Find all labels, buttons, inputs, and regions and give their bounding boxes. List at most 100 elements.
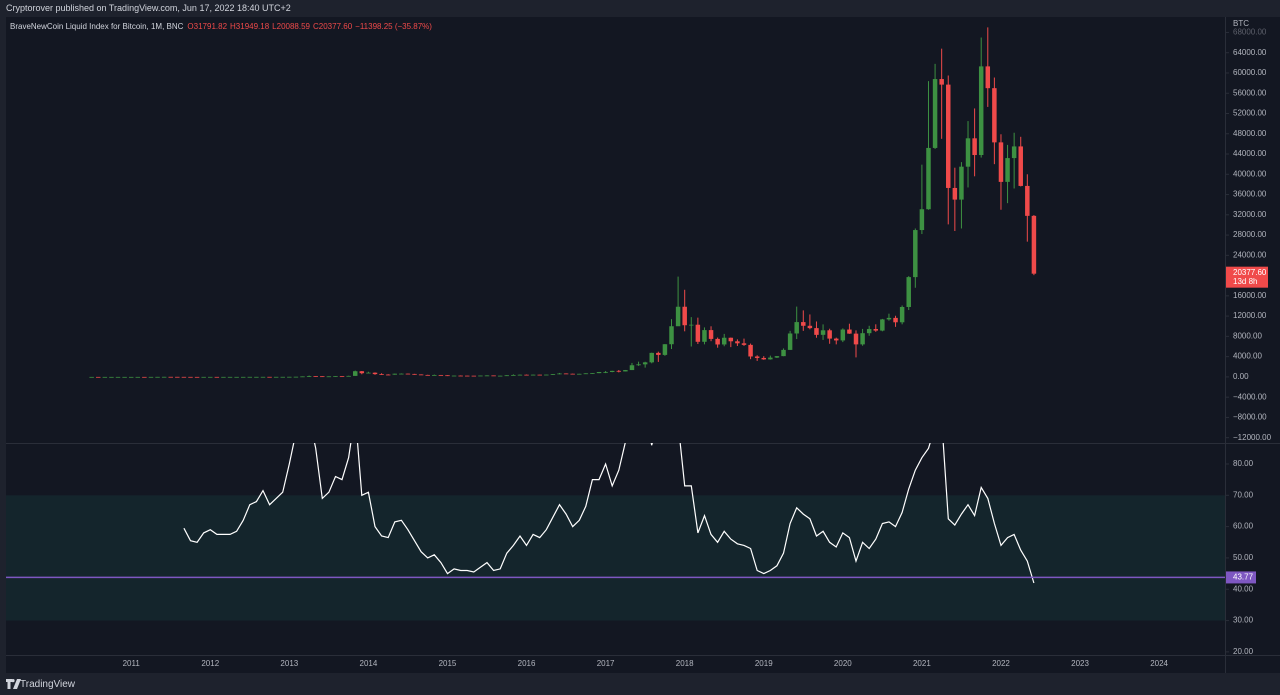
axis-background (1225, 17, 1280, 673)
candle-body (827, 330, 832, 339)
candle-body (926, 147, 931, 210)
candle-body (932, 79, 938, 148)
candle-body (333, 376, 338, 378)
candle-body (609, 370, 615, 372)
candle-body (629, 365, 635, 371)
candle-body (1031, 215, 1037, 274)
rsi-y-tick-label: 80.00 (1233, 459, 1254, 468)
candle-body (399, 373, 404, 375)
candle-body (287, 376, 292, 378)
candle-body (728, 337, 734, 342)
y-tick-label: −12000.00 (1233, 433, 1272, 442)
candle-body (300, 376, 305, 378)
x-tick-label: 2018 (676, 659, 694, 668)
candle-body (616, 370, 622, 372)
candle-body (906, 277, 911, 307)
y-tick-label: 24000.00 (1233, 250, 1267, 259)
candle-body (1011, 146, 1017, 159)
legend-open: O31791.82 (187, 22, 227, 31)
x-tick-label: 2017 (597, 659, 615, 668)
rsi-line (183, 443, 1035, 584)
x-tick-label: 2012 (201, 659, 219, 668)
x-tick-label: 2011 (123, 659, 141, 668)
candle-body (985, 66, 991, 89)
candle-body (590, 373, 595, 374)
candle-body (754, 356, 760, 358)
x-tick-label: 2022 (992, 659, 1010, 668)
y-tick-label: 0.00 (1233, 372, 1249, 381)
candle-body (583, 373, 589, 375)
candle-body (1018, 146, 1023, 186)
candle-body (761, 357, 766, 360)
price-pane (89, 27, 1037, 378)
candle-body (128, 376, 134, 378)
candle-body (339, 376, 345, 378)
candle-body (570, 373, 575, 375)
x-tick-label: 2021 (913, 659, 931, 668)
rsi-y-tick-label: 50.00 (1233, 553, 1254, 562)
candle-body (642, 362, 648, 365)
candle-body (432, 374, 437, 376)
candle-body (768, 357, 773, 360)
candle-body (254, 376, 259, 378)
candle-body (517, 374, 523, 376)
candle-body (662, 344, 668, 355)
candle-body (939, 79, 944, 85)
candle-body (833, 338, 839, 341)
candle-body (1025, 185, 1030, 216)
candle-body (893, 317, 898, 323)
legend-high: H31949.18 (230, 22, 270, 31)
x-tick-label: 2024 (1150, 659, 1168, 668)
candle-body (537, 374, 542, 376)
candle-body (649, 352, 654, 363)
y-tick-label: 48000.00 (1233, 129, 1267, 138)
y-tick-label: 12000.00 (1233, 311, 1267, 320)
candle-body (913, 230, 918, 278)
candle-body (320, 376, 325, 378)
candle-body (392, 373, 398, 375)
candle-body (781, 349, 786, 357)
candle-body (603, 371, 608, 373)
candle-body (221, 376, 226, 378)
candle-body (787, 333, 793, 350)
candle-body (471, 375, 477, 377)
candle-body (306, 376, 312, 377)
candle-body (511, 374, 516, 376)
candle-body (491, 375, 496, 377)
candle-body (148, 376, 154, 378)
y-tick-label: 52000.00 (1233, 109, 1267, 118)
candle-body (227, 376, 233, 378)
candle-body (544, 374, 549, 376)
x-tick-label: 2023 (1071, 659, 1089, 668)
candle-body (497, 375, 503, 377)
y-tick-label: 32000.00 (1233, 210, 1267, 219)
candle-body (840, 329, 846, 341)
candle-body (998, 142, 1004, 182)
candle-body (379, 374, 384, 375)
candle-body (425, 374, 430, 376)
candle-body (267, 376, 272, 378)
candle-body (115, 376, 121, 378)
candle-body (372, 372, 378, 375)
candle-body (484, 375, 490, 377)
x-tick-label: 2014 (360, 659, 378, 668)
candle-body (247, 376, 253, 378)
candle-body (293, 376, 299, 378)
candle-body (721, 337, 727, 345)
candle-body (959, 166, 964, 200)
candle-body (366, 372, 371, 374)
legend-close: C20377.60 (313, 22, 353, 31)
x-tick-label: 2019 (755, 659, 773, 668)
candle-body (866, 329, 872, 334)
candle-body (89, 376, 94, 378)
candle-body (102, 376, 108, 378)
y-tick-label: 8000.00 (1233, 331, 1262, 340)
candle-body (886, 317, 892, 320)
candle-body (656, 352, 661, 355)
candle-body (702, 330, 707, 342)
rsi-y-tick-label: 30.00 (1233, 616, 1254, 625)
rsi-y-tick-label: 70.00 (1233, 490, 1254, 499)
candle-body (458, 375, 463, 377)
candle-body (978, 66, 984, 156)
